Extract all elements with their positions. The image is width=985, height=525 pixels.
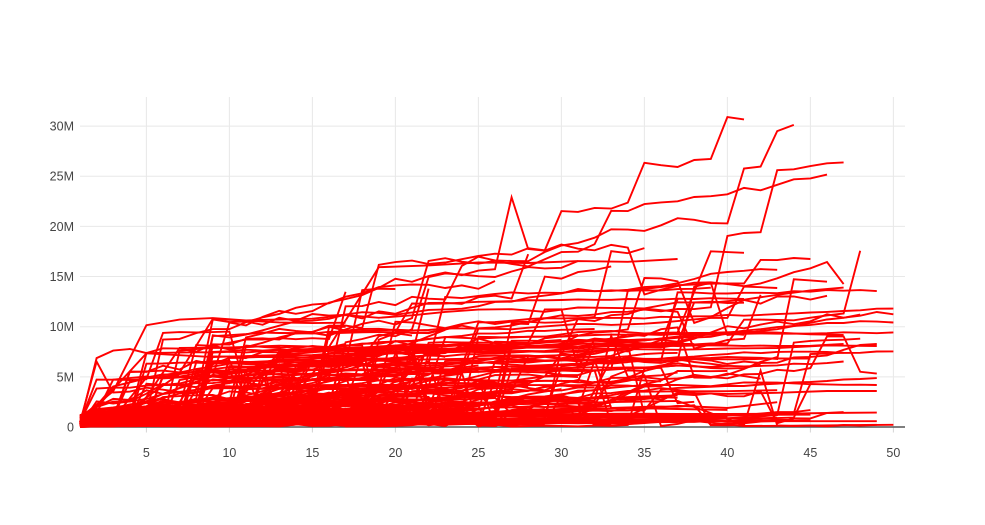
series-line xyxy=(79,373,562,424)
y-tick-label: 15M xyxy=(50,270,74,284)
x-tick-label: 50 xyxy=(886,446,900,460)
y-tick-label: 5M xyxy=(57,370,74,384)
series-line xyxy=(79,397,496,426)
series-lines xyxy=(79,115,894,428)
axes xyxy=(80,426,905,433)
y-tick-label: 20M xyxy=(50,220,74,234)
series-line xyxy=(79,342,346,425)
series-line xyxy=(79,326,761,428)
x-tick-label: 40 xyxy=(720,446,734,460)
y-tick-label: 10M xyxy=(50,320,74,334)
series-line xyxy=(79,253,530,420)
y-tick-label: 0 xyxy=(67,421,74,435)
x-tick-label: 30 xyxy=(554,446,568,460)
series-line xyxy=(79,358,579,417)
axis-tick-labels: 5 10 15 20 25 30 35 40 45 50 0 5M 10M 15M 20M 25M 30M xyxy=(50,120,901,460)
series-line xyxy=(79,334,579,423)
y-tick-label: 30M xyxy=(50,120,74,134)
plot-area[interactable] xyxy=(80,97,905,427)
series-line xyxy=(79,365,446,426)
series-line xyxy=(79,250,745,422)
x-tick-label: 5 xyxy=(143,446,150,460)
series-line xyxy=(79,324,479,425)
x-tick-label: 10 xyxy=(222,446,236,460)
x-tick-label: 35 xyxy=(637,446,651,460)
series-line xyxy=(79,277,828,419)
series-line xyxy=(79,411,579,426)
series-line xyxy=(79,161,844,423)
x-tick-label: 20 xyxy=(388,446,402,460)
x-tick-label: 25 xyxy=(471,446,485,460)
y-tick-label: 25M xyxy=(50,170,74,184)
x-tick-label: 45 xyxy=(803,446,817,460)
x-tick-label: 15 xyxy=(305,446,319,460)
